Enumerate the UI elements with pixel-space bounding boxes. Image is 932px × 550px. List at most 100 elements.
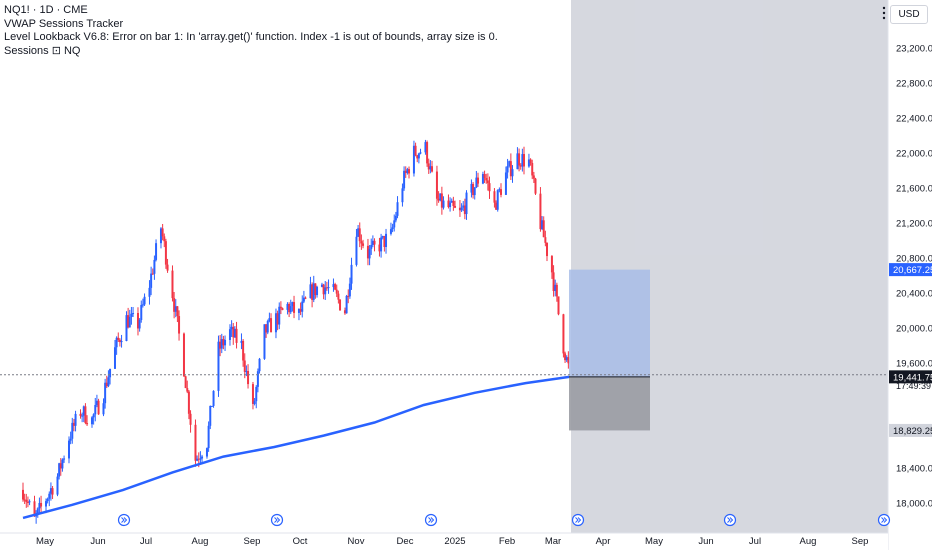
event-icon-arrow — [881, 517, 888, 523]
symbol-title[interactable]: NQ1! · 1D · CME — [4, 4, 88, 16]
price-tick-label: 18,000.00 — [896, 499, 932, 510]
time-axis[interactable] — [0, 533, 888, 550]
candle-body — [449, 202, 452, 208]
vwap-price-label: 19,441.75 — [893, 372, 932, 383]
candle-body — [312, 283, 315, 300]
candle-body — [235, 328, 238, 343]
candle-body — [431, 166, 434, 172]
candle-body — [36, 508, 39, 514]
price-tick-label: 19,600.00 — [896, 359, 932, 370]
candle-body — [171, 270, 174, 299]
candle-body — [511, 169, 514, 177]
candle-body — [541, 220, 544, 230]
candle-body — [33, 501, 36, 517]
candle-body — [23, 499, 26, 501]
candle-body — [401, 188, 404, 203]
candle-body — [117, 337, 120, 340]
time-label: Apr — [596, 536, 611, 547]
candle-body — [81, 415, 84, 417]
candle-body — [564, 353, 567, 361]
event-arrow-icon[interactable] — [424, 513, 438, 527]
price-tick-label: 18,400.00 — [896, 464, 932, 475]
candle-body — [38, 502, 41, 509]
candle-body — [115, 337, 118, 348]
indicator-sessions[interactable]: Sessions ⊡ NQ — [4, 44, 81, 57]
event-arrow-icon[interactable] — [571, 513, 585, 527]
candle-body — [554, 284, 557, 291]
candle-body — [546, 242, 549, 257]
candle-body — [366, 245, 369, 259]
currency-button[interactable]: USD — [890, 5, 928, 24]
candle-body — [404, 170, 407, 173]
candle-body — [141, 304, 144, 306]
candle-body — [178, 316, 181, 334]
candle-body — [242, 340, 245, 361]
candle-body — [182, 333, 185, 377]
candle-body — [483, 174, 486, 179]
candle-body — [44, 501, 47, 507]
target-zone[interactable] — [569, 269, 650, 377]
candle-body — [403, 170, 406, 189]
event-arrow-icon[interactable] — [723, 513, 737, 527]
time-label: Aug — [192, 536, 209, 547]
candle-body — [519, 165, 522, 167]
candle-body — [199, 458, 202, 460]
candle-body — [419, 152, 422, 154]
indicator-vwap-sessions[interactable]: VWAP Sessions Tracker — [4, 17, 124, 30]
candle-body — [48, 493, 51, 499]
candle-body — [166, 264, 169, 271]
candle-body — [266, 320, 269, 333]
time-labels: May Jun Jul Aug Sep Oct Nov Dec 2025 Feb Mar Apr May… — [36, 536, 868, 547]
candle-body — [209, 405, 212, 426]
candle-body — [463, 205, 466, 215]
candle-body — [161, 228, 164, 237]
candles — [21, 139, 570, 524]
candle-body — [276, 313, 279, 325]
candle-body — [498, 189, 501, 191]
candle-body — [243, 360, 246, 372]
candle-body — [562, 314, 565, 354]
stop-zone[interactable] — [569, 376, 650, 431]
event-arrow-icon[interactable] — [270, 513, 284, 527]
candle-body — [350, 264, 353, 284]
candle-body — [311, 284, 314, 300]
event-arrow-icon[interactable] — [877, 513, 891, 527]
candle-body — [232, 326, 235, 338]
price-tick-label: 20,000.00 — [896, 324, 932, 335]
candle-body — [56, 476, 59, 495]
candle-body — [278, 306, 281, 325]
candle-body — [452, 200, 455, 206]
more-options-icon[interactable] — [881, 6, 887, 20]
candle-body — [332, 284, 335, 288]
candle-body — [245, 371, 248, 373]
candle-body — [500, 189, 503, 195]
candle-body — [155, 243, 158, 260]
candle-body — [26, 501, 29, 503]
candle-body — [488, 183, 491, 192]
candle-body — [406, 169, 409, 173]
candle-body — [527, 159, 530, 167]
candle-body — [148, 287, 151, 297]
candle-body — [450, 200, 453, 203]
event-icon-arrow — [575, 517, 582, 523]
candle-body — [132, 313, 135, 315]
indicator-level-lookback[interactable]: Level Lookback V6.8: Error on bar 1: In … — [4, 31, 498, 43]
candle-body — [358, 228, 361, 242]
vwap-price-label-bg — [889, 370, 932, 384]
candle-body — [368, 248, 371, 259]
candle-body — [95, 400, 98, 405]
candle-body — [534, 178, 537, 194]
candle-body — [86, 423, 89, 425]
candle-body — [299, 309, 302, 312]
candle-body — [532, 175, 535, 179]
candle-body — [523, 154, 526, 167]
time-label: Sep — [852, 536, 869, 547]
event-icon-arrow — [727, 517, 734, 523]
candle-body — [28, 501, 31, 503]
candle-body — [92, 414, 95, 418]
candle-body — [518, 153, 521, 166]
event-arrow-icon[interactable] — [117, 513, 131, 527]
candle-body — [339, 299, 342, 311]
candle-body — [74, 413, 77, 426]
